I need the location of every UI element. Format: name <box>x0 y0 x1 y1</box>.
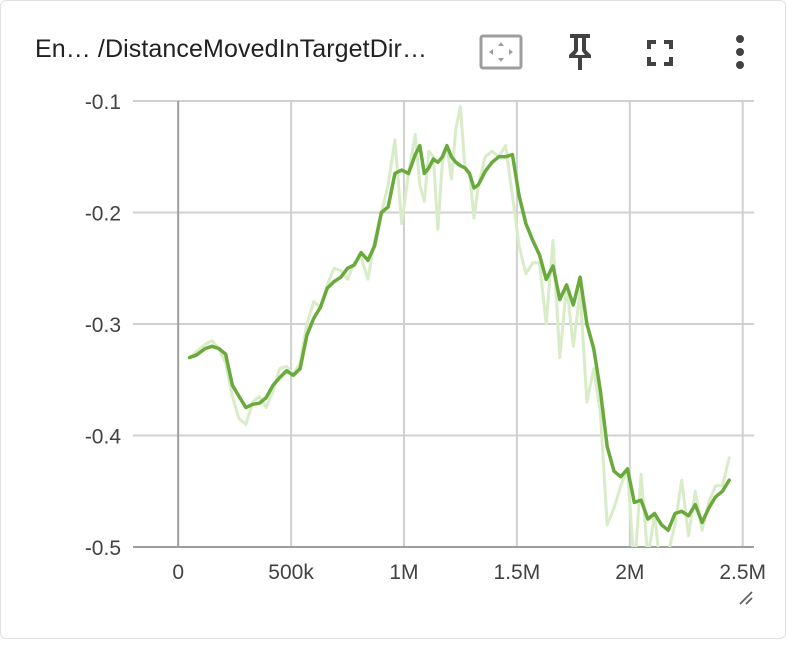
x-tick-label: 2.5M <box>719 561 766 584</box>
x-tick-label: 1.5M <box>494 561 541 584</box>
series <box>187 105 731 547</box>
pin-icon[interactable] <box>565 30 595 72</box>
fit-to-data-icon[interactable] <box>479 34 523 70</box>
raw-series-line <box>188 105 731 547</box>
x-tick-label: 500k <box>268 561 314 584</box>
fullscreen-icon[interactable] <box>645 38 675 68</box>
smoothed-series-line <box>187 143 731 533</box>
y-tick-label: -0.3 <box>85 314 121 337</box>
y-axis-labels: -0.1 -0.2 -0.3 -0.4 -0.5 <box>85 91 122 560</box>
y-tick-label: -0.4 <box>85 426 122 449</box>
x-tick-label: 0 <box>172 561 184 584</box>
card-title: En… /DistanceMovedInTargetDir… <box>35 35 428 63</box>
y-tick-label: -0.5 <box>85 537 121 560</box>
card-header: En… /DistanceMovedInTargetDir… <box>1 1 787 101</box>
y-tick-label: -0.2 <box>85 203 121 226</box>
resize-handle-icon[interactable] <box>737 589 755 607</box>
x-tick-label: 2M <box>615 561 644 584</box>
x-axis-labels: 0 500k 1M 1.5M 2M 2.5M <box>172 561 766 584</box>
x-tick-label: 1M <box>389 561 418 584</box>
more-vert-icon[interactable] <box>731 34 749 70</box>
y-tick-label: -0.1 <box>85 91 121 114</box>
